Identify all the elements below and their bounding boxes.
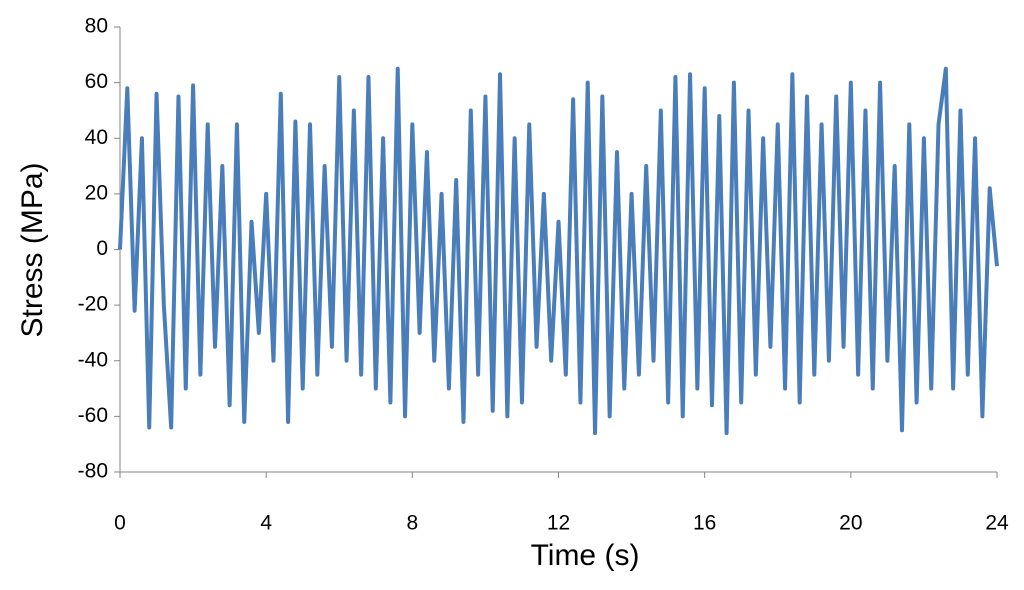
x-tick-label: 8: [406, 512, 418, 535]
y-tick-label: 40: [85, 126, 108, 149]
x-tick-label: 16: [693, 512, 716, 535]
x-tick-label: 4: [260, 512, 272, 535]
y-axis-label: Stress (MPa): [16, 162, 49, 337]
y-tick-label: 80: [85, 15, 108, 38]
x-tick-label: 24: [985, 512, 1009, 535]
y-tick-label: 0: [96, 237, 108, 260]
x-tick-label: 12: [547, 512, 570, 535]
y-tick-label: -60: [78, 404, 108, 427]
data-line: [118, 66, 999, 436]
x-tick-label: 20: [839, 512, 862, 535]
y-tick-label: -20: [78, 293, 108, 316]
y-tick-label: 60: [85, 70, 108, 93]
x-tick-label: 0: [114, 512, 126, 535]
y-tick-label: -40: [78, 348, 108, 371]
y-tick-label: -80: [78, 460, 108, 483]
y-tick-label: 20: [85, 181, 108, 204]
x-axis-label: Time (s): [531, 539, 640, 572]
